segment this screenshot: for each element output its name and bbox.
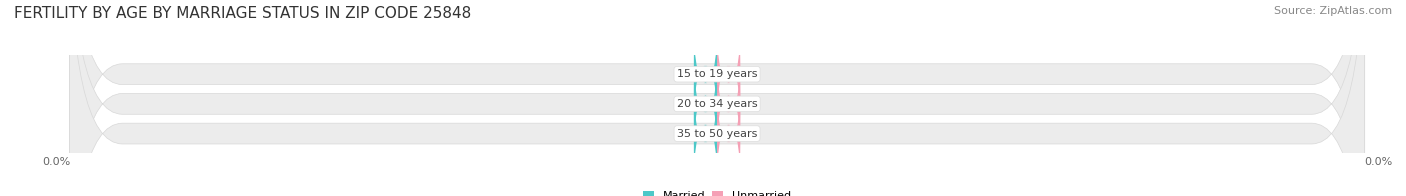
FancyBboxPatch shape [69,0,1365,196]
FancyBboxPatch shape [69,0,1365,196]
Text: 0.0%: 0.0% [690,99,720,109]
FancyBboxPatch shape [695,24,717,125]
FancyBboxPatch shape [695,53,717,154]
Text: FERTILITY BY AGE BY MARRIAGE STATUS IN ZIP CODE 25848: FERTILITY BY AGE BY MARRIAGE STATUS IN Z… [14,6,471,21]
Text: 35 to 50 years: 35 to 50 years [676,129,758,139]
FancyBboxPatch shape [695,83,717,184]
FancyBboxPatch shape [717,24,740,125]
Text: 0.0%: 0.0% [714,69,744,79]
Text: 0.0%: 0.0% [690,129,720,139]
FancyBboxPatch shape [717,83,740,184]
Text: Source: ZipAtlas.com: Source: ZipAtlas.com [1274,6,1392,16]
Text: 0.0%: 0.0% [714,99,744,109]
FancyBboxPatch shape [717,53,740,154]
Text: 15 to 19 years: 15 to 19 years [676,69,758,79]
Legend: Married, Unmarried: Married, Unmarried [643,191,792,196]
Text: 0.0%: 0.0% [690,69,720,79]
FancyBboxPatch shape [69,0,1365,196]
Text: 20 to 34 years: 20 to 34 years [676,99,758,109]
Text: 0.0%: 0.0% [714,129,744,139]
